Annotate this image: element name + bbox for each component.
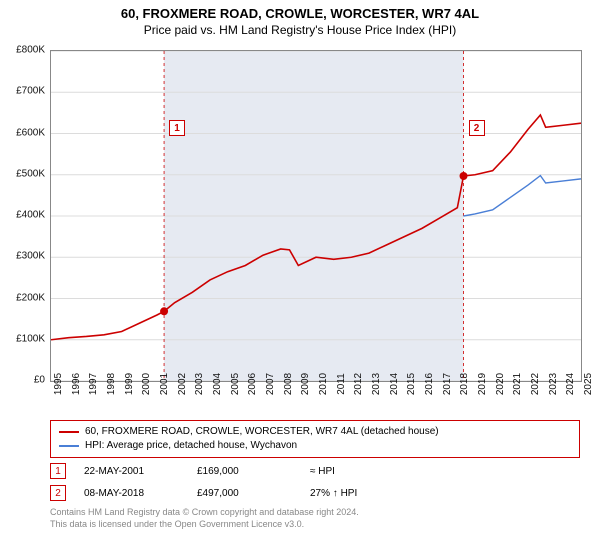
x-tick-label: 2001 (159, 373, 170, 395)
x-tick-label: 2005 (230, 373, 241, 395)
legend: 60, FROXMERE ROAD, CROWLE, WORCESTER, WR… (50, 420, 580, 458)
x-tick-label: 2010 (318, 373, 329, 395)
x-tick-label: 1997 (88, 373, 99, 395)
x-tick-label: 2004 (212, 373, 223, 395)
x-tick-label: 2024 (565, 373, 576, 395)
event-row: 2 08-MAY-2018 £497,000 27% ↑ HPI (50, 482, 580, 504)
footer: Contains HM Land Registry data © Crown c… (50, 506, 580, 530)
event-delta: 27% ↑ HPI (310, 488, 357, 499)
x-tick-label: 2014 (389, 373, 400, 395)
event-delta: ≈ HPI (310, 466, 335, 477)
event-date: 08-MAY-2018 (84, 488, 179, 499)
y-tick-label: £0 (34, 375, 45, 386)
x-tick-label: 2011 (336, 373, 347, 395)
event-date: 22-MAY-2001 (84, 466, 179, 477)
x-tick-label: 2021 (512, 373, 523, 395)
event-price: £497,000 (197, 488, 292, 499)
x-tick-label: 2017 (442, 373, 453, 395)
x-tick-label: 1995 (53, 373, 64, 395)
y-tick-label: £300K (16, 251, 45, 262)
x-tick-label: 2020 (495, 373, 506, 395)
y-tick-label: £100K (16, 333, 45, 344)
footer-line-2: This data is licensed under the Open Gov… (50, 518, 580, 530)
y-tick-label: £800K (16, 45, 45, 56)
event-row: 1 22-MAY-2001 £169,000 ≈ HPI (50, 460, 580, 482)
x-tick-label: 1999 (124, 373, 135, 395)
y-tick-label: £200K (16, 292, 45, 303)
x-tick-label: 2015 (406, 373, 417, 395)
x-tick-label: 2019 (477, 373, 488, 395)
y-tick-label: £500K (16, 168, 45, 179)
page-subtitle: Price paid vs. HM Land Registry's House … (0, 21, 600, 37)
x-tick-label: 2006 (247, 373, 258, 395)
x-tick-label: 2023 (548, 373, 559, 395)
x-tick-label: 2018 (459, 373, 470, 395)
x-tick-label: 2013 (371, 373, 382, 395)
events-table: 1 22-MAY-2001 £169,000 ≈ HPI 2 08-MAY-2018 £49… (50, 460, 580, 504)
event-badge: 1 (50, 463, 66, 479)
x-tick-label: 2000 (141, 373, 152, 395)
x-tick-label: 2008 (283, 373, 294, 395)
x-tick-label: 2016 (424, 373, 435, 395)
footer-line-1: Contains HM Land Registry data © Crown c… (50, 506, 580, 518)
y-tick-label: £400K (16, 210, 45, 221)
y-tick-label: £600K (16, 127, 45, 138)
x-tick-label: 2003 (194, 373, 205, 395)
legend-swatch-2 (59, 445, 79, 447)
chart-marker-badge: 2 (469, 120, 485, 136)
chart (50, 50, 582, 382)
x-tick-label: 1998 (106, 373, 117, 395)
chart-marker-badge: 1 (169, 120, 185, 136)
y-tick-label: £700K (16, 86, 45, 97)
event-price: £169,000 (197, 466, 292, 477)
x-tick-label: 2009 (300, 373, 311, 395)
x-tick-label: 2002 (177, 373, 188, 395)
legend-label-1: 60, FROXMERE ROAD, CROWLE, WORCESTER, WR… (85, 425, 439, 439)
x-tick-label: 2007 (265, 373, 276, 395)
x-tick-label: 1996 (71, 373, 82, 395)
legend-swatch-1 (59, 431, 79, 433)
x-tick-label: 2012 (353, 373, 364, 395)
event-badge: 2 (50, 485, 66, 501)
page-title: 60, FROXMERE ROAD, CROWLE, WORCESTER, WR… (0, 0, 600, 21)
x-tick-label: 2022 (530, 373, 541, 395)
x-tick-label: 2025 (583, 373, 594, 395)
legend-label-2: HPI: Average price, detached house, Wych… (85, 439, 297, 453)
